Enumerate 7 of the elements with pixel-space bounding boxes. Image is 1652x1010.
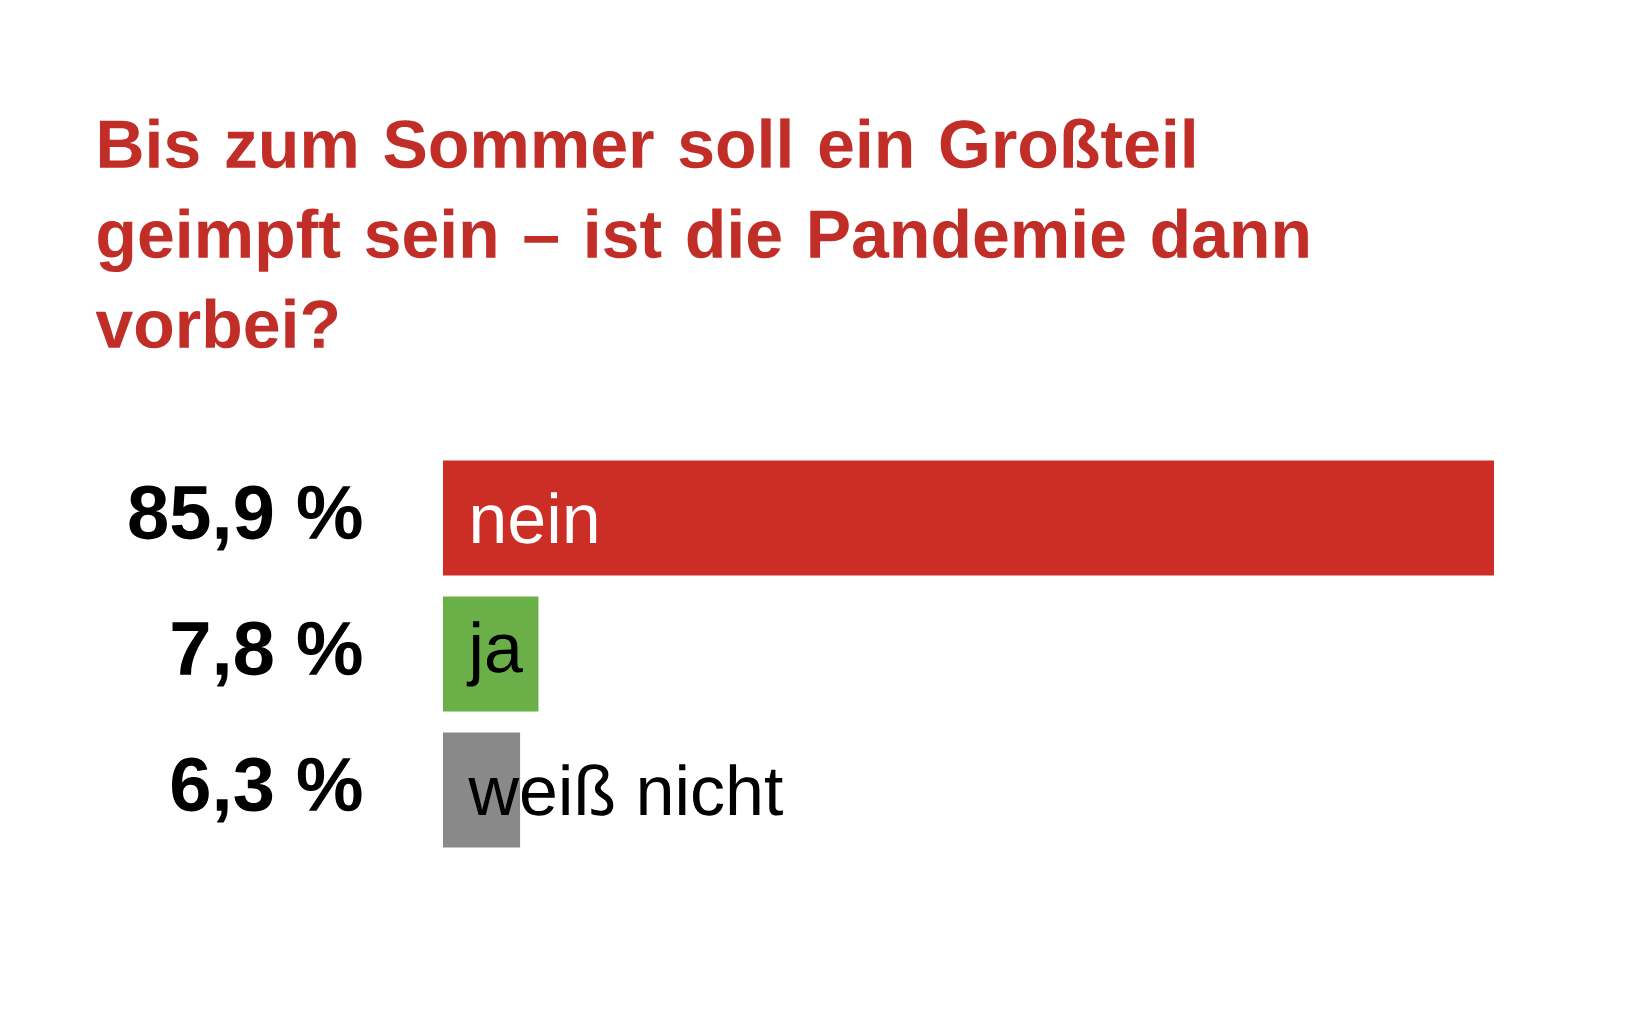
data-label: 85,9 %: [129, 485, 362, 551]
chart-title: Bis zum Sommer soll ein Großteil geimpft sein – ist die Pandemie dann vorbei?: [95, 118, 1308, 349]
data-label: 6,3 %: [172, 757, 362, 823]
y-tick-label: nein: [473, 492, 597, 544]
y-tick-label: weiß nicht: [468, 764, 783, 816]
data-label: 7,8 %: [172, 621, 362, 687]
y-tick-label: ja: [466, 621, 523, 687]
